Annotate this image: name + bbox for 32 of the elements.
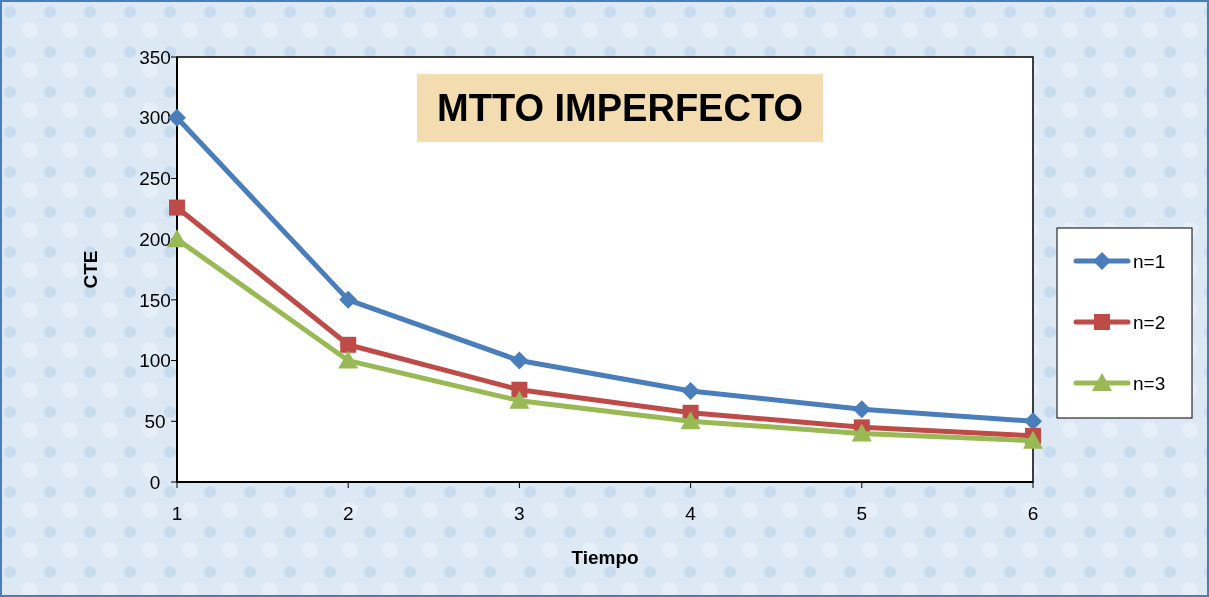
point — [339, 290, 358, 309]
x-tick-label: 6 — [1027, 503, 1039, 524]
point — [509, 390, 530, 409]
y-tick-label: 100 — [139, 350, 171, 372]
y-tick-label: 250 — [139, 168, 171, 190]
point — [680, 411, 701, 430]
legend-label: n=1 — [1133, 250, 1166, 272]
y-tick-label: 350 — [139, 46, 171, 68]
x-tick-label: 4 — [685, 503, 697, 524]
x-tick-label: 3 — [514, 503, 525, 524]
x-tick-label: 5 — [856, 503, 868, 524]
point — [340, 336, 357, 353]
point — [168, 108, 186, 127]
legend-label: n=3 — [1133, 372, 1166, 394]
point — [852, 400, 871, 419]
legend-label: n=2 — [1133, 311, 1166, 333]
point — [1023, 430, 1043, 449]
y-tick-label: 0 — [149, 471, 161, 493]
y-tick-label: 200 — [139, 228, 171, 250]
point — [510, 351, 529, 370]
x-axis-title: Tiempo — [571, 547, 639, 568]
text: MTTO IMPERFECTO — [437, 87, 803, 130]
point — [851, 423, 872, 442]
x-tick-label: 1 — [171, 503, 183, 524]
y-axis-title: CTE — [80, 250, 101, 289]
point — [169, 199, 185, 216]
point — [338, 350, 359, 369]
y-tick-label: 50 — [144, 410, 166, 432]
point — [681, 381, 700, 400]
x-tick-label: 2 — [342, 503, 354, 524]
y-tick-label: 300 — [139, 107, 171, 129]
y-tick-label: 150 — [139, 289, 171, 311]
